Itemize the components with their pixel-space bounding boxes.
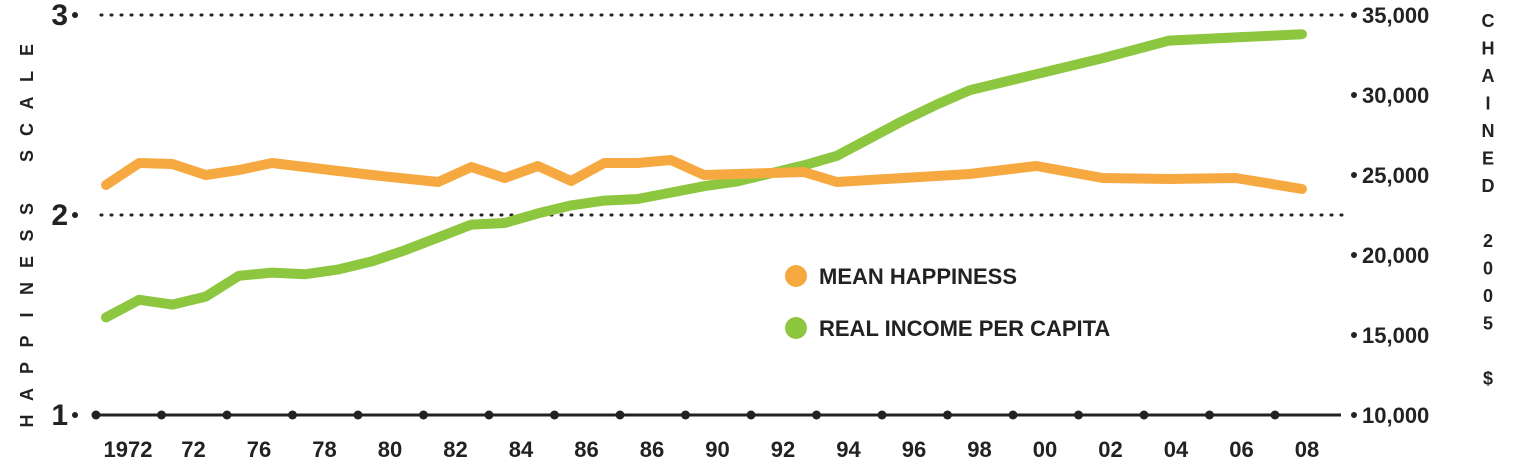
x-axis-tick (615, 410, 625, 420)
x-axis-tick-label: 86 (574, 437, 598, 462)
right-axis-dot (1351, 92, 1357, 98)
x-axis-tick (1205, 410, 1214, 420)
left-axis-title-char: S (17, 203, 37, 215)
right-axis-tick-label: 10,000 (1362, 403, 1429, 428)
real-income-per-capita-line (101, 29, 1307, 323)
left-axis-tick-label: 2 (51, 199, 68, 232)
x-axis-tick (1008, 410, 1018, 420)
x-axis-tick-label: 08 (1295, 437, 1319, 462)
left-axis-title-char: C (17, 123, 37, 136)
right-axis-dot (1351, 172, 1357, 178)
right-axis-dot (1351, 412, 1357, 418)
x-axis-tick (550, 410, 559, 420)
right-axis-title-char: $ (1483, 369, 1493, 389)
x-axis-tick (222, 410, 232, 420)
x-axis-tick-label: 90 (705, 437, 729, 462)
left-axis-title-char: A (17, 97, 37, 110)
left-axis-title-char: P (17, 335, 37, 347)
left-axis-dot (72, 412, 78, 418)
right-axis-title-char: D (1482, 176, 1495, 196)
x-axis-tick-label: 84 (509, 437, 534, 462)
x-axis-tick-label: 76 (247, 437, 271, 462)
right-axis-tick-label: 15,000 (1362, 323, 1429, 348)
left-axis-tick-label: 1 (51, 399, 68, 432)
x-axis-tick-label: 72 (181, 437, 205, 462)
x-axis-tick (943, 410, 952, 420)
right-axis-title-char: H (1482, 39, 1495, 59)
right-axis-dot (1351, 12, 1357, 18)
left-axis-title-char: E (17, 44, 37, 56)
right-axis-tick-label: 20,000 (1362, 243, 1429, 268)
left-axis-title-char: H (17, 415, 37, 428)
right-axis-dot (1351, 252, 1357, 258)
x-axis-tick-label: 86 (640, 437, 664, 462)
axis-layer: 3 2 1 35,000 30,000 25,000 20,000 15,000 10,000 (51, 0, 1429, 432)
x-axis-tick (419, 410, 428, 420)
left-axis-title-char: L (17, 71, 37, 82)
x-axis-labels: 1972 72 76 78 80 82 84 86 86 90 92 94 96 98 00 02 04 06 08 (104, 437, 1320, 462)
x-axis-tick (484, 410, 494, 420)
legend-item-real-income: REAL INCOME PER CAPITA (785, 316, 1110, 341)
legend-marker (785, 265, 807, 287)
right-axis-tick-label: 25,000 (1362, 163, 1429, 188)
x-axis-tick (91, 410, 101, 420)
right-axis-tick-label: 35,000 (1362, 3, 1429, 28)
legend-label: REAL INCOME PER CAPITA (819, 316, 1110, 341)
x-axis-tick (353, 410, 363, 420)
x-axis-tick-label: 98 (967, 437, 991, 462)
right-axis-title-char: I (1485, 94, 1490, 114)
x-axis-tick (812, 410, 821, 420)
x-axis-tick-label: 1972 (104, 437, 153, 462)
series-layer (101, 29, 1307, 323)
left-axis-title-char: I (17, 312, 37, 317)
right-axis-tick-label: 30,000 (1362, 83, 1429, 108)
legend-item-mean-happiness: MEAN HAPPINESS (785, 264, 1017, 289)
left-axis-dot (72, 12, 78, 18)
x-axis-tick-label: 02 (1098, 437, 1122, 462)
left-axis-title-char: S (17, 229, 37, 241)
mean-happiness-line (101, 155, 1307, 194)
x-axis-tick (877, 410, 887, 420)
x-axis-tick (1270, 410, 1280, 420)
right-axis-title-char: N (1482, 121, 1495, 141)
x-axis-tick (288, 410, 297, 420)
x-axis-tick (157, 410, 166, 420)
left-axis-title-char: A (17, 388, 37, 401)
x-axis-tick-label: 82 (443, 437, 467, 462)
x-axis-tick-label: 92 (771, 437, 795, 462)
left-axis-tick-label: 3 (51, 0, 68, 32)
legend-marker (785, 317, 807, 339)
x-axis-tick (1139, 410, 1149, 420)
right-axis-title-char: C (1482, 11, 1495, 31)
left-axis-title-char: P (17, 362, 37, 374)
x-axis-tick-label: 78 (312, 437, 336, 462)
right-axis-title-char: A (1482, 66, 1495, 86)
left-axis-title-char: N (17, 282, 37, 295)
left-axis-dot (72, 212, 78, 218)
right-axis-title-char: 0 (1483, 259, 1493, 279)
x-axis-tick-label: 06 (1229, 437, 1253, 462)
x-axis-tick (681, 410, 690, 420)
x-axis-tick-label: 94 (836, 437, 861, 462)
right-axis-title-char: 2 (1483, 231, 1493, 251)
right-axis-title-char: E (1482, 149, 1494, 169)
grid-layer (99, 13, 1350, 217)
x-axis-tick (746, 410, 756, 420)
x-axis-tick-label: 00 (1033, 437, 1057, 462)
x-axis-tick-label: 96 (902, 437, 926, 462)
right-axis-dot (1351, 332, 1357, 338)
x-axis-tick-label: 80 (378, 437, 402, 462)
x-axis-tick (1074, 410, 1083, 420)
legend-label: MEAN HAPPINESS (819, 264, 1017, 289)
right-axis-title-char: 5 (1483, 314, 1493, 334)
left-axis-title-char: S (17, 150, 37, 162)
left-axis-title-char: E (17, 256, 37, 268)
legend: MEAN HAPPINESS REAL INCOME PER CAPITA (785, 264, 1110, 341)
right-axis-title-char: 0 (1483, 286, 1493, 306)
x-axis-tick-label: 04 (1164, 437, 1189, 462)
